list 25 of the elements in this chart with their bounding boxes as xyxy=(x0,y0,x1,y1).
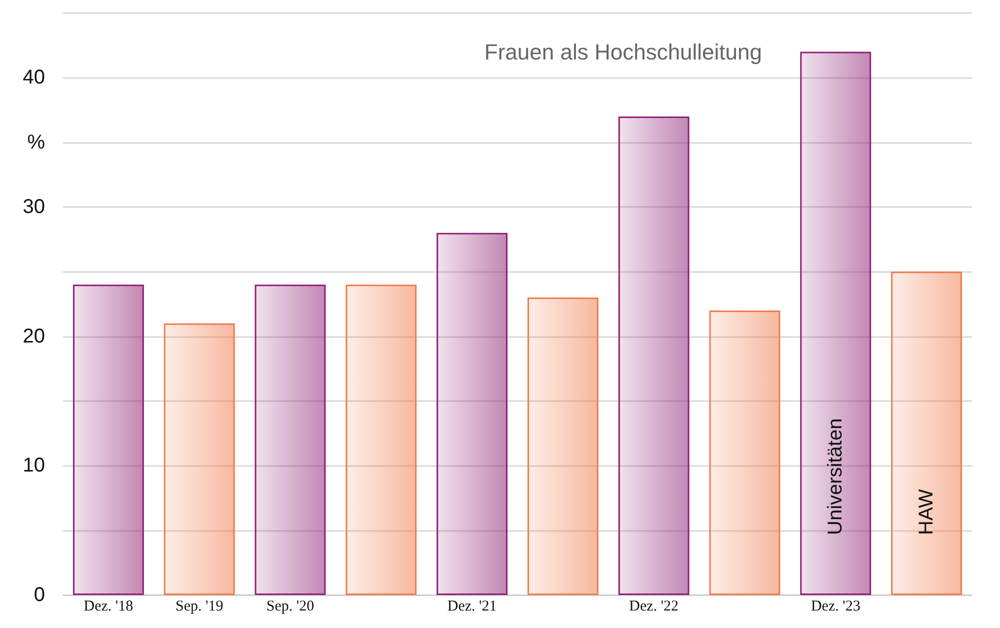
bar xyxy=(73,284,144,595)
bar xyxy=(164,323,235,595)
bar xyxy=(254,284,326,595)
bar xyxy=(346,284,417,595)
y-tick-label: % xyxy=(27,131,46,154)
y-tick-label: 40 xyxy=(22,66,45,89)
bar xyxy=(618,116,690,595)
x-tick-label: Dez. '23 xyxy=(810,598,860,614)
x-tick-label: Sep. '19 xyxy=(176,598,224,614)
bar xyxy=(891,272,962,595)
bar xyxy=(709,310,780,595)
y-tick-label: 20 xyxy=(22,325,45,348)
y-tick-label: 30 xyxy=(22,196,45,218)
x-tick-label: Sep. '20 xyxy=(266,598,314,614)
x-tick-label: Dez. '22 xyxy=(629,598,679,614)
series-label: HAW xyxy=(916,488,938,535)
bar xyxy=(436,232,508,595)
y-tick-label: 0 xyxy=(34,584,45,606)
text: Frauen als Hochschulleitung xyxy=(484,40,762,64)
x-tick-label: Dez. '18 xyxy=(84,598,134,614)
x-tick-label: Dez. '21 xyxy=(447,598,497,614)
y-tick-label: 10 xyxy=(22,454,45,477)
bar xyxy=(528,298,598,595)
series-label: Universitäten xyxy=(824,418,847,535)
bar xyxy=(800,52,872,595)
